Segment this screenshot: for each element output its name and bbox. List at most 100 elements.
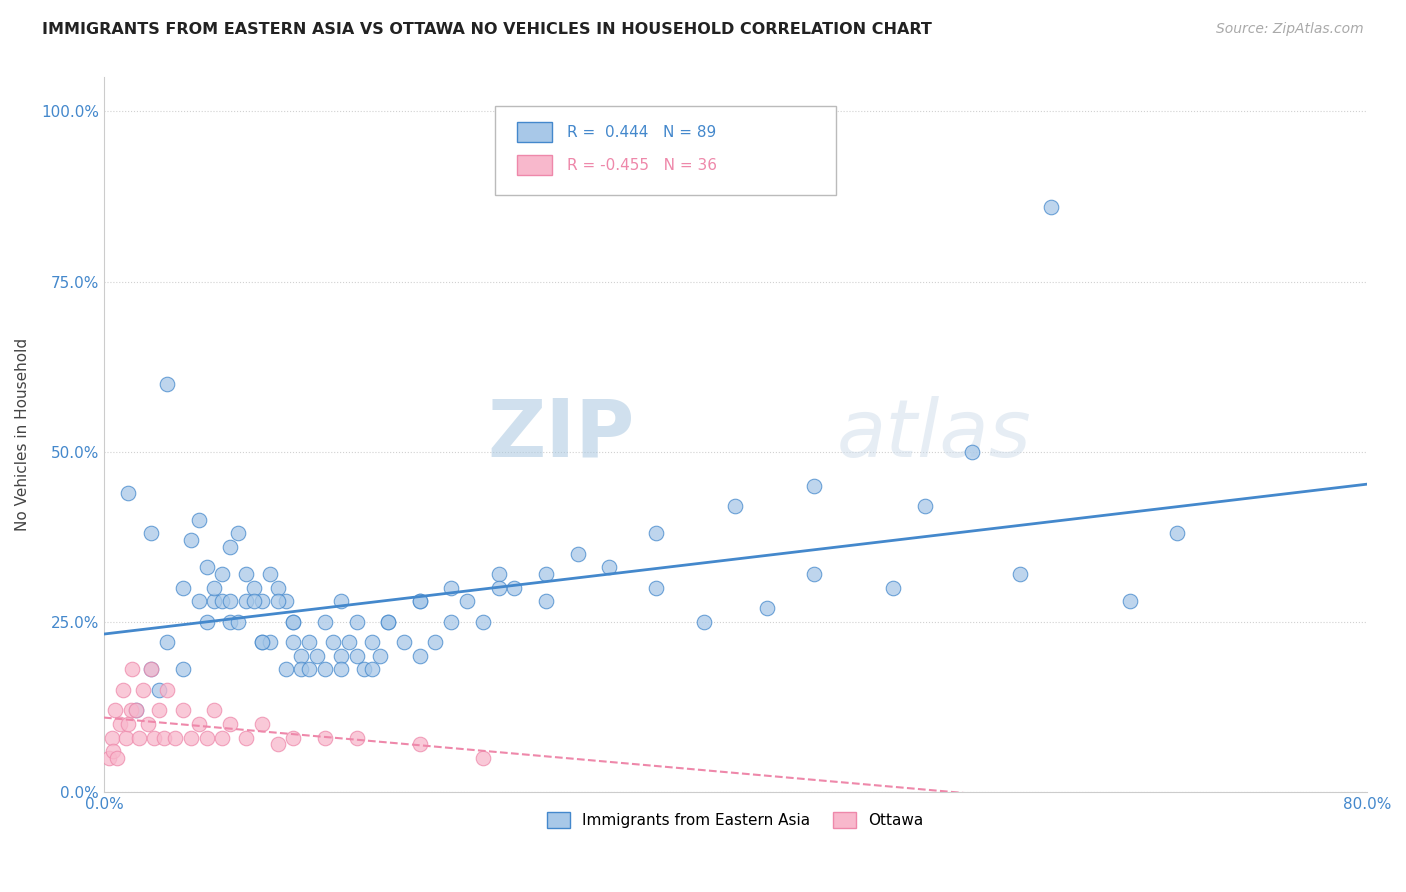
Point xyxy=(180,731,202,745)
Text: Source: ZipAtlas.com: Source: ZipAtlas.com xyxy=(1216,22,1364,37)
Point xyxy=(408,594,430,608)
Point xyxy=(408,737,430,751)
Point xyxy=(153,731,176,745)
Point xyxy=(219,717,242,731)
Point xyxy=(115,731,138,745)
Point xyxy=(124,703,146,717)
Point xyxy=(598,560,620,574)
Point xyxy=(425,635,447,649)
Point xyxy=(361,663,384,677)
Point xyxy=(346,648,368,663)
Point xyxy=(314,615,336,629)
Point xyxy=(1008,567,1031,582)
Point xyxy=(693,615,716,629)
Point xyxy=(148,682,170,697)
Point xyxy=(314,731,336,745)
Point xyxy=(368,648,391,663)
Point xyxy=(187,513,209,527)
Point xyxy=(488,581,510,595)
Point xyxy=(108,717,131,731)
Point xyxy=(235,594,257,608)
Point xyxy=(377,615,399,629)
Point xyxy=(274,663,297,677)
Point xyxy=(211,567,233,582)
Point xyxy=(97,751,120,765)
Point xyxy=(471,751,494,765)
Point xyxy=(259,567,281,582)
Point xyxy=(103,744,125,758)
Point xyxy=(645,526,668,541)
Point xyxy=(488,567,510,582)
Point xyxy=(1119,594,1142,608)
Point xyxy=(353,663,375,677)
Point xyxy=(290,663,312,677)
Point xyxy=(124,703,146,717)
Point xyxy=(283,615,305,629)
Point xyxy=(471,615,494,629)
Point xyxy=(1040,200,1063,214)
Point xyxy=(117,485,139,500)
Point xyxy=(283,635,305,649)
Point xyxy=(250,635,273,649)
Point xyxy=(121,663,143,677)
Point xyxy=(195,731,218,745)
Point xyxy=(274,594,297,608)
Point xyxy=(128,731,150,745)
Point xyxy=(187,594,209,608)
Point xyxy=(105,751,128,765)
Point xyxy=(104,703,127,717)
Point xyxy=(346,731,368,745)
Point xyxy=(195,615,218,629)
FancyBboxPatch shape xyxy=(495,106,837,195)
Y-axis label: No Vehicles in Household: No Vehicles in Household xyxy=(15,338,30,532)
Point xyxy=(163,731,186,745)
Point xyxy=(250,635,273,649)
Point xyxy=(180,533,202,548)
Point xyxy=(283,615,305,629)
Point xyxy=(111,682,134,697)
Point xyxy=(120,703,142,717)
Point xyxy=(329,663,352,677)
Point xyxy=(266,581,288,595)
Point xyxy=(156,376,179,391)
Point xyxy=(377,615,399,629)
Point xyxy=(534,567,557,582)
Point xyxy=(156,682,179,697)
Point xyxy=(337,635,360,649)
Point xyxy=(503,581,526,595)
Point xyxy=(329,648,352,663)
Point xyxy=(266,594,288,608)
Point xyxy=(1166,526,1188,541)
Point xyxy=(143,731,166,745)
Point xyxy=(456,594,478,608)
Text: atlas: atlas xyxy=(837,396,1031,474)
Point xyxy=(755,601,778,615)
Point xyxy=(141,526,163,541)
Point xyxy=(101,731,124,745)
Point xyxy=(298,635,321,649)
Point xyxy=(440,581,463,595)
Point xyxy=(724,499,747,513)
Point xyxy=(440,615,463,629)
Point xyxy=(361,635,384,649)
Point xyxy=(211,594,233,608)
Point xyxy=(172,663,194,677)
Point xyxy=(567,547,589,561)
Point xyxy=(314,663,336,677)
Point xyxy=(266,737,288,751)
Point xyxy=(960,444,983,458)
Point xyxy=(250,717,273,731)
FancyBboxPatch shape xyxy=(517,122,553,143)
Point xyxy=(408,594,430,608)
Point xyxy=(235,567,257,582)
Point xyxy=(329,594,352,608)
Point xyxy=(226,526,249,541)
Point xyxy=(148,703,170,717)
Point xyxy=(204,594,226,608)
Point xyxy=(204,703,226,717)
Point xyxy=(408,648,430,663)
Point xyxy=(172,581,194,595)
Point xyxy=(235,731,257,745)
Text: ZIP: ZIP xyxy=(486,396,634,474)
Point xyxy=(132,682,155,697)
